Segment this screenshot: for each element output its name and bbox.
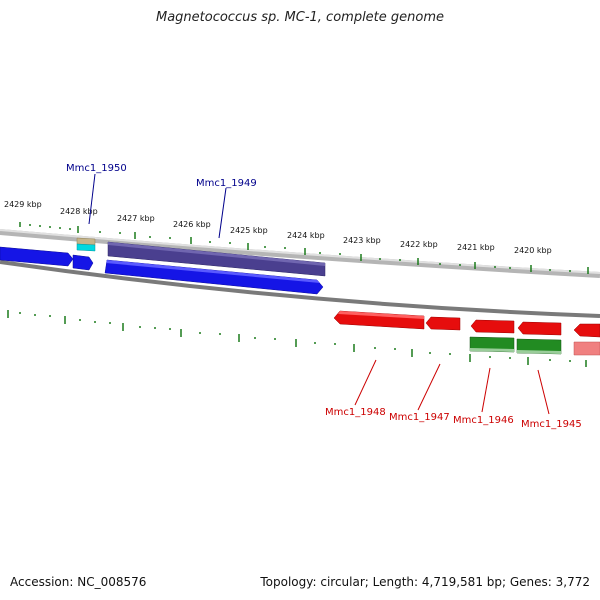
feature-mmc1-1945-cds[interactable] [517,321,562,336]
accession-text: Accession: NC_008576 [10,575,147,589]
bottom-tick-marks [7,310,587,367]
tick-label: 2428 kbp [60,207,98,216]
gene-label-mmc1-1950[interactable]: Mmc1_1950 [66,163,127,174]
tick-label: 2425 kbp [230,226,268,235]
tick-label: 2423 kbp [343,236,381,245]
top-tick-marks [19,222,589,274]
tick-label: 2429 kbp [4,200,42,209]
tick-label: 2426 kbp [173,220,211,229]
feature-mmc1-1949-cds[interactable] [104,259,324,295]
tick-label: 2424 kbp [287,231,325,240]
feature-mmc1-1947-cds[interactable] [425,316,461,331]
map-title: Magnetococcus sp. MC-1, complete genome [155,10,445,25]
tick-label: 2422 kbp [400,240,438,249]
tick-label: 2421 kbp [457,243,495,252]
tick-labels: 2429 kbp 2428 kbp 2427 kbp 2426 kbp 2425… [4,200,552,255]
feature-cds-small-arrow[interactable] [72,254,94,271]
gene-label-mmc1-1947[interactable]: Mmc1_1947 [389,412,450,423]
gene-label-mmc1-1949[interactable]: Mmc1_1949 [196,178,257,189]
tick-label: 2427 kbp [117,214,155,223]
genome-backbone [0,260,600,318]
feature-mmc1-1950-rna[interactable] [76,243,96,252]
gene-label-mmc1-1946[interactable]: Mmc1_1946 [453,415,514,426]
feature-mmc1-1946-cds[interactable] [470,319,515,334]
gene-label-mmc1-1945[interactable]: Mmc1_1945 [521,419,582,430]
genome-stats-text: Topology: circular; Length: 4,719,581 bp… [260,575,590,589]
gene-label-mmc1-1948[interactable]: Mmc1_1948 [325,407,386,418]
feature-edge-cds[interactable] [573,323,600,338]
feature-cds-left-arrow[interactable] [0,246,74,267]
tick-label: 2420 kbp [514,246,552,255]
feature-edge-gene[interactable] [573,341,600,356]
bottom-label-leaders [354,359,550,415]
top-label-leaders [88,173,227,239]
